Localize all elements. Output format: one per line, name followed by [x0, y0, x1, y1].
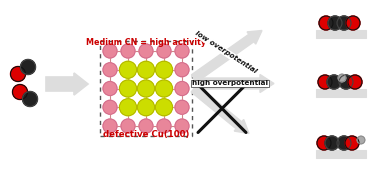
Circle shape — [325, 136, 339, 150]
Circle shape — [348, 75, 362, 89]
Circle shape — [175, 44, 189, 58]
Circle shape — [338, 74, 346, 82]
Circle shape — [121, 119, 135, 133]
Circle shape — [339, 75, 353, 89]
Circle shape — [103, 81, 117, 96]
Circle shape — [175, 81, 189, 96]
Text: high overpotential: high overpotential — [192, 81, 268, 86]
Bar — [316, 150, 366, 158]
Bar — [316, 30, 366, 38]
FancyArrow shape — [191, 30, 262, 82]
Circle shape — [175, 63, 189, 77]
Circle shape — [119, 99, 136, 116]
Circle shape — [328, 16, 342, 30]
Circle shape — [138, 61, 155, 78]
Circle shape — [121, 44, 135, 58]
Text: defective Cu(100): defective Cu(100) — [103, 130, 189, 139]
Circle shape — [138, 99, 155, 116]
FancyArrow shape — [191, 85, 249, 133]
Circle shape — [103, 44, 117, 58]
Text: Medium CN = high activity: Medium CN = high activity — [86, 38, 206, 47]
Circle shape — [346, 16, 360, 30]
Circle shape — [20, 60, 36, 74]
Circle shape — [175, 100, 189, 114]
Circle shape — [155, 80, 172, 97]
Circle shape — [345, 136, 359, 150]
Circle shape — [139, 44, 153, 58]
Circle shape — [318, 75, 332, 89]
Circle shape — [327, 75, 341, 89]
Circle shape — [11, 66, 25, 81]
Circle shape — [103, 63, 117, 77]
Circle shape — [139, 119, 153, 133]
Circle shape — [103, 119, 117, 133]
Circle shape — [357, 136, 365, 144]
FancyArrow shape — [46, 73, 88, 95]
Bar — [100, 41, 192, 136]
Bar — [316, 89, 366, 97]
Circle shape — [317, 136, 331, 150]
Circle shape — [119, 80, 136, 97]
Circle shape — [119, 61, 136, 78]
Circle shape — [157, 119, 171, 133]
FancyArrow shape — [194, 74, 274, 93]
Circle shape — [337, 16, 351, 30]
Circle shape — [319, 16, 333, 30]
Circle shape — [157, 44, 171, 58]
Circle shape — [175, 119, 189, 133]
Circle shape — [155, 99, 172, 116]
Circle shape — [155, 61, 172, 78]
Circle shape — [103, 100, 117, 114]
Circle shape — [12, 85, 28, 100]
Circle shape — [23, 92, 37, 106]
Text: low overpotential: low overpotential — [194, 30, 258, 75]
Circle shape — [337, 136, 351, 150]
Circle shape — [138, 80, 155, 97]
